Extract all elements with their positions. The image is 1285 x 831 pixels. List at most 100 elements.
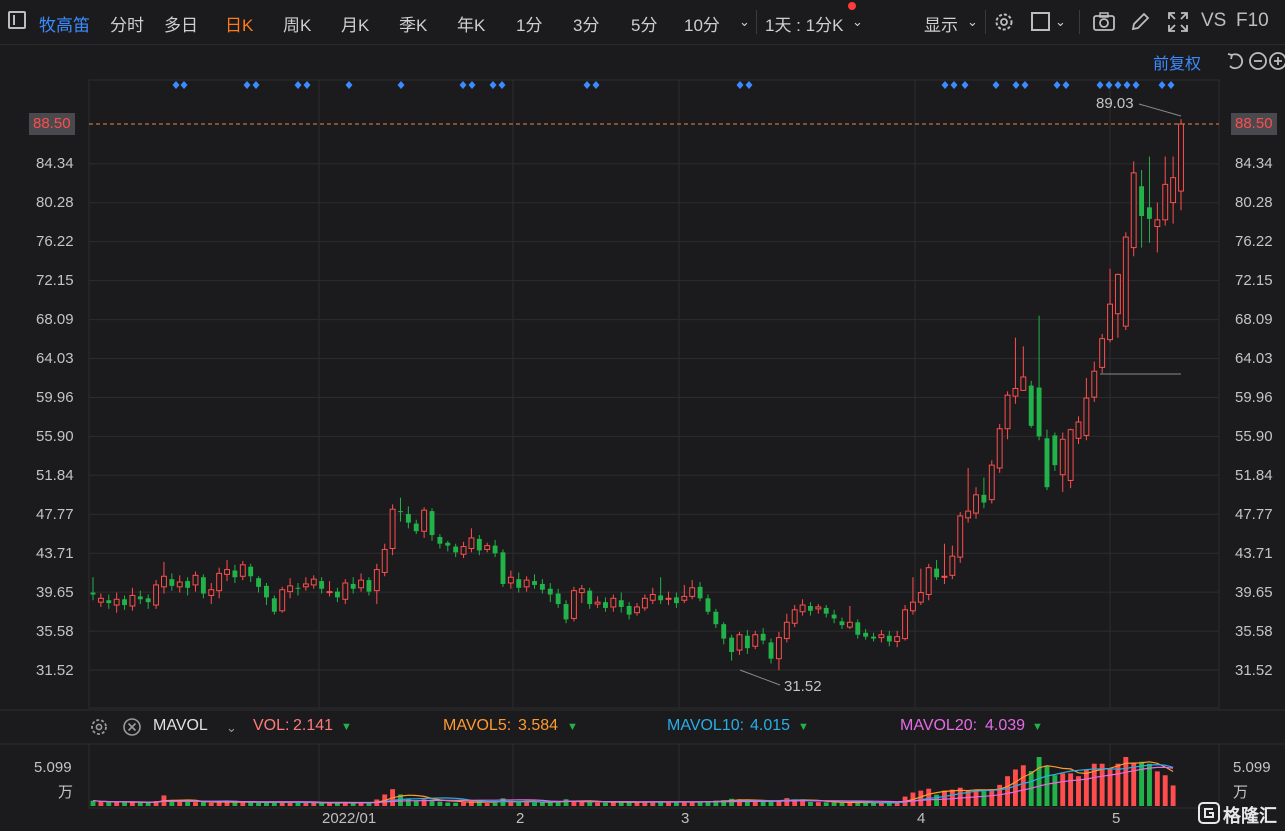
y-tick-left: 39.65: [36, 584, 74, 601]
y-tick-right: 72.15: [1235, 272, 1273, 289]
candle-body-up: [1154, 219, 1161, 228]
tab-3min[interactable]: 3分: [573, 16, 600, 35]
vol-value: 2.141: [293, 717, 334, 734]
candle-body-up: [468, 537, 475, 549]
display-menu[interactable]: 显示: [924, 16, 958, 35]
volume-bar-down: [705, 801, 711, 806]
volume-bar-up: [689, 801, 695, 806]
more-periods-chevron-icon[interactable]: ⌄: [739, 14, 750, 29]
candle-body-down: [934, 568, 940, 578]
stock-name[interactable]: 牧高笛: [39, 16, 90, 35]
candle-body-up: [1091, 370, 1098, 398]
candle-body-down: [981, 494, 987, 503]
volume-axis-value-left: 5.099: [34, 759, 72, 776]
candle-body-up: [239, 564, 246, 577]
zoom-out-icon[interactable]: [1248, 51, 1268, 71]
candle-body-down: [855, 622, 861, 635]
candle-body-down: [413, 523, 419, 532]
candle-body-up: [287, 585, 294, 593]
low-annotation: 31.52: [784, 678, 822, 695]
candle-body-up: [681, 595, 688, 601]
candle-body-up: [941, 575, 948, 578]
volume-bar-up: [910, 792, 916, 806]
tab-yearly-k[interactable]: 年K: [457, 16, 486, 35]
undo-icon[interactable]: [1225, 51, 1245, 71]
volume-bar-up: [1020, 765, 1026, 806]
tab-monthly-k[interactable]: 月K: [341, 16, 370, 35]
y-tick-left: 72.15: [36, 272, 74, 289]
event-marker-diamond-icon: [1132, 81, 1140, 89]
sidebar-toggle-icon[interactable]: [8, 11, 26, 29]
volume-bar-down: [760, 801, 766, 806]
event-marker-diamond-icon: [1096, 81, 1104, 89]
y-tick-right: 68.09: [1235, 311, 1273, 328]
draw-pencil-icon[interactable]: [1130, 12, 1150, 32]
volume-bar-down: [145, 802, 151, 806]
volume-bar-up: [98, 801, 104, 806]
volume-bar-up: [776, 800, 782, 806]
event-marker-diamond-icon: [468, 81, 476, 89]
indicator-select[interactable]: MAVOL: [153, 717, 208, 734]
mavol5-line: [92, 761, 1174, 804]
candle-body-down: [808, 605, 813, 611]
fullscreen-icon[interactable]: [1167, 11, 1189, 33]
tab-daily-k[interactable]: 日K: [225, 16, 254, 35]
mavol5-value: 3.584: [518, 717, 559, 734]
volume-bar-up: [642, 801, 648, 806]
camera-icon[interactable]: [1092, 12, 1116, 32]
tab-quarterly-k[interactable]: 季K: [399, 16, 428, 35]
volume-bar-up: [1083, 769, 1089, 806]
event-marker-diamond-icon: [345, 81, 353, 89]
volume-bar-up: [240, 801, 246, 806]
interval-select[interactable]: 1天 : 1分K: [765, 16, 844, 35]
zoom-in-icon[interactable]: [1268, 51, 1285, 71]
volume-bar-up: [973, 790, 979, 806]
volume-bar-down: [398, 794, 403, 806]
layout-square-icon[interactable]: [1031, 12, 1050, 31]
candle-body-up: [192, 574, 199, 586]
f10-button[interactable]: F10: [1236, 10, 1269, 31]
indicator-close-icon[interactable]: [122, 717, 142, 737]
candle-body-down: [673, 597, 679, 604]
volume-bar-down: [547, 801, 553, 806]
tab-10min[interactable]: 10分: [684, 16, 720, 35]
interval-chevron-down-icon[interactable]: ⌄: [852, 14, 863, 29]
volume-bar-up: [193, 802, 198, 806]
indicator-settings-gear-icon[interactable]: [89, 717, 109, 737]
volume-bar-down: [855, 802, 861, 806]
y-tick-right: 84.34: [1235, 155, 1273, 172]
tab-weekly-k[interactable]: 周K: [283, 16, 312, 35]
volume-axis-value-right: 5.099: [1233, 759, 1271, 776]
volume-bar-up: [1131, 762, 1137, 806]
vs-compare-button[interactable]: VS: [1201, 10, 1227, 31]
high-annotation: 89.03: [1096, 95, 1134, 112]
candle-body-up: [578, 588, 585, 594]
candle-body-down: [232, 570, 238, 578]
candle-body-down: [697, 586, 703, 599]
candle-body-down: [547, 588, 553, 595]
brand-g-icon: [1198, 802, 1220, 824]
layout-chevron-down-icon[interactable]: ⌄: [1055, 14, 1066, 29]
volume-bar-down: [366, 803, 372, 806]
adjust-mode-link[interactable]: 前复权: [1153, 56, 1202, 73]
tab-multi-day[interactable]: 多日: [164, 16, 198, 35]
y-tick-right: 47.77: [1235, 506, 1273, 523]
tab-1min[interactable]: 1分: [516, 16, 543, 35]
display-chevron-down-icon[interactable]: ⌄: [967, 14, 978, 29]
candle-body-up: [523, 579, 530, 588]
candle-body-down: [1028, 385, 1034, 426]
event-marker-diamond-icon: [992, 81, 1000, 89]
settings-gear-icon[interactable]: [993, 11, 1015, 33]
tab-intraday[interactable]: 分时: [110, 16, 144, 35]
candle-body-up: [153, 584, 160, 606]
divider: [1079, 10, 1080, 34]
volume-bar-down: [90, 800, 96, 806]
candle-body-up: [1122, 236, 1129, 327]
tab-5min[interactable]: 5分: [631, 16, 658, 35]
candle-body-up: [310, 578, 317, 586]
toolbar: 牧高笛 分时 多日 日K 周K 月K 季K 年K 1分 3分 5分 10分 ⌄ …: [0, 0, 1285, 45]
candle-body-up: [957, 515, 964, 558]
candle-body-up: [894, 636, 901, 642]
indicator-chevron-down-icon[interactable]: ⌄: [226, 720, 237, 735]
